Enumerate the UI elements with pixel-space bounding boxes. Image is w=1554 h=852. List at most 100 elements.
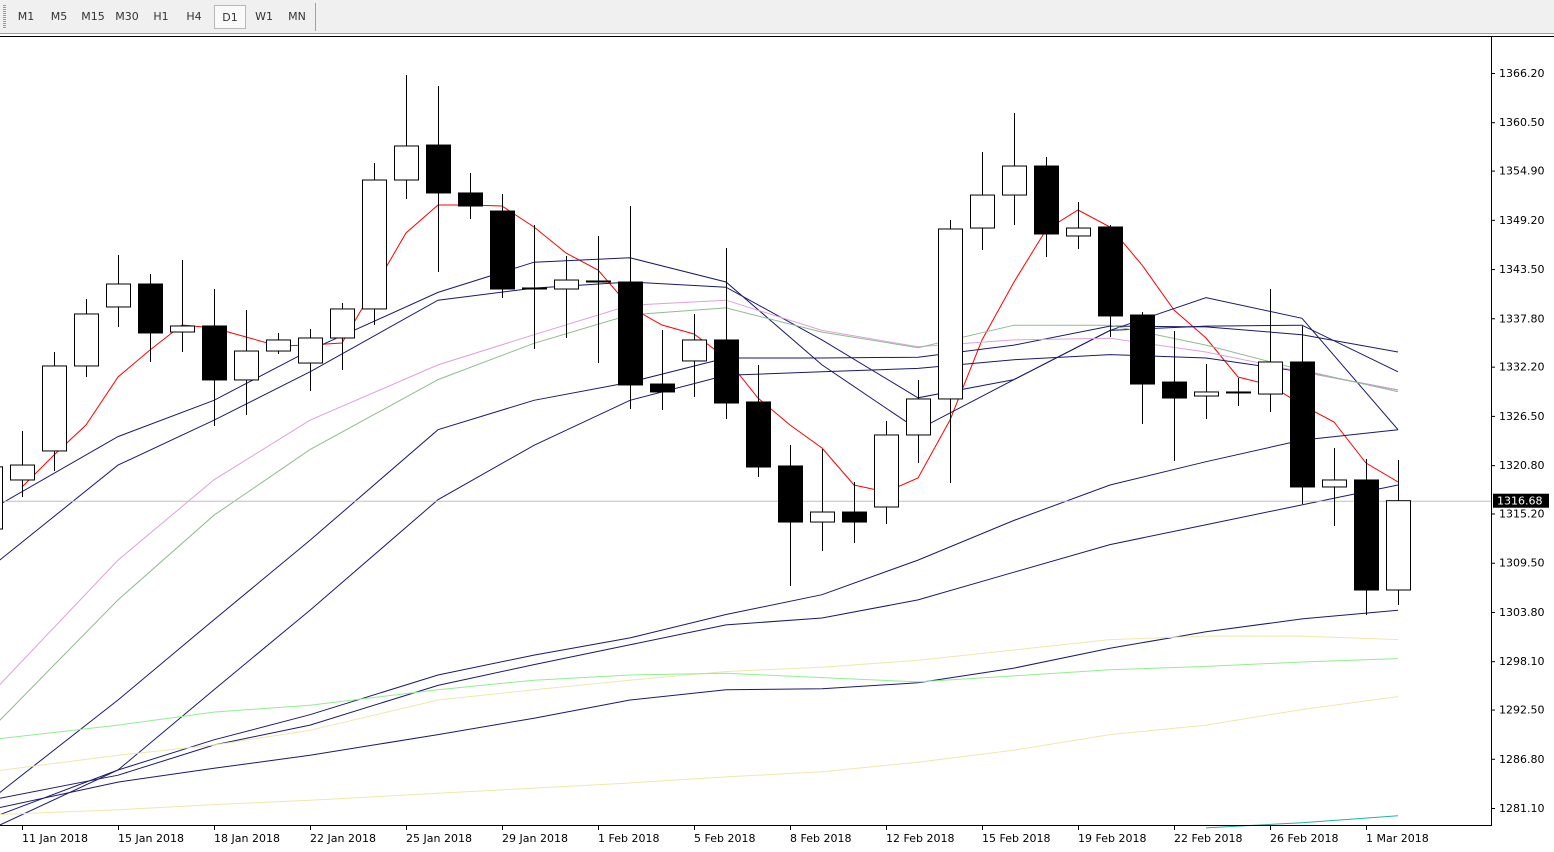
candle	[1130, 311, 1155, 425]
time-tick-label: 8 Feb 2018	[790, 832, 851, 845]
time-tick-label: 25 Jan 2018	[406, 832, 472, 845]
bear-candle-body	[1290, 361, 1315, 488]
bull-candle-body	[554, 279, 579, 290]
bull-candle-body	[1194, 391, 1219, 397]
indicator-line-7	[0, 429, 1399, 816]
timeframe-button-h4[interactable]: H4	[186, 10, 202, 23]
price-tick-label: 1298.10	[1499, 655, 1545, 668]
bull-candle-body	[42, 365, 67, 452]
time-tick-label: 26 Feb 2018	[1270, 832, 1338, 845]
candle	[266, 332, 291, 354]
bull-candle-body	[266, 339, 291, 352]
candle	[298, 329, 323, 392]
price-tick-label: 1286.80	[1499, 753, 1545, 766]
timeframe-button-m5[interactable]: M5	[50, 10, 68, 23]
bull-candle-body	[874, 434, 899, 508]
candle	[394, 74, 419, 200]
bear-candle-body	[522, 287, 547, 290]
timeframe-button-m15[interactable]: M15	[81, 10, 105, 23]
candle	[1098, 225, 1123, 338]
time-tick-label: 18 Jan 2018	[214, 832, 280, 845]
price-tick-label: 1315.20	[1499, 507, 1545, 520]
time-tick-label: 11 Jan 2018	[22, 832, 88, 845]
candle	[106, 254, 131, 328]
candle	[1002, 112, 1027, 226]
bull-candle-body	[906, 398, 931, 436]
candle	[1290, 325, 1315, 504]
time-tick-label: 29 Jan 2018	[502, 832, 568, 845]
candle	[874, 420, 899, 525]
indicator-line-8	[0, 484, 1399, 799]
chart-background	[0, 34, 1554, 852]
candle	[490, 194, 515, 298]
candle	[330, 303, 355, 371]
current-price-label: 1316.68	[1493, 493, 1549, 508]
candle	[522, 225, 547, 350]
candle	[1034, 157, 1059, 257]
bear-candle-body	[202, 325, 227, 381]
price-tick-label: 1320.80	[1499, 459, 1545, 472]
candle	[1066, 202, 1091, 250]
price-axis[interactable]: 1366.20 1360.50 1354.90 1349.20 1343.50 1337.…	[1491, 67, 1545, 815]
price-tick-label: 1343.50	[1499, 263, 1545, 276]
candle	[970, 152, 995, 250]
price-tick-label: 1332.20	[1499, 361, 1545, 374]
timeframe-button-mn[interactable]: MN	[288, 10, 306, 23]
bull-candle-body	[938, 228, 963, 400]
price-tick-label: 1354.90	[1499, 165, 1545, 178]
candle	[234, 309, 259, 416]
price-chart[interactable]: 1366.20 1360.50 1354.90 1349.20 1343.50 1337.…	[0, 34, 1554, 852]
timeframe-button-m30[interactable]: M30	[115, 10, 139, 23]
bear-candle-body	[650, 383, 675, 393]
price-tick-label: 1292.50	[1499, 704, 1545, 717]
bull-candle-body	[170, 325, 195, 333]
timeframe-button-h1[interactable]: H1	[153, 10, 169, 23]
toolbar-grip-handle[interactable]	[3, 5, 6, 29]
bear-candle-body	[490, 210, 515, 290]
candles	[0, 74, 1411, 615]
candle	[650, 330, 675, 411]
candle	[1354, 458, 1379, 615]
candle	[1194, 363, 1219, 419]
candle	[138, 273, 163, 362]
bear-candle-body	[586, 280, 611, 283]
bull-candle-body	[330, 308, 355, 339]
price-tick-label: 1337.80	[1499, 312, 1545, 325]
candle	[74, 299, 99, 378]
candle	[458, 173, 483, 219]
time-tick-label: 19 Feb 2018	[1078, 832, 1146, 845]
bull-candle-body	[0, 466, 3, 530]
candle	[682, 313, 707, 397]
time-tick-label: 1 Mar 2018	[1366, 832, 1429, 845]
time-axis[interactable]: 11 Jan 2018 15 Jan 2018 18 Jan 2018 22 Jan …	[22, 825, 1429, 845]
price-tick-label: 1303.80	[1499, 606, 1545, 619]
bear-candle-body	[778, 465, 803, 523]
time-tick-label: 5 Feb 2018	[694, 832, 755, 845]
timeframe-button-w1[interactable]: W1	[255, 10, 273, 23]
bull-candle-body	[1066, 227, 1091, 237]
candle	[170, 259, 195, 352]
candle	[202, 289, 227, 426]
bull-candle-body	[682, 339, 707, 362]
candle	[586, 235, 611, 364]
candle	[0, 466, 3, 530]
bear-candle-body	[618, 281, 643, 386]
candle	[1162, 330, 1187, 461]
time-tick-label: 1 Feb 2018	[598, 832, 659, 845]
indicator-line-11	[0, 658, 1399, 740]
candle	[618, 206, 643, 409]
timeframe-button-m1[interactable]: M1	[17, 10, 35, 23]
indicator-line-0	[21, 204, 1399, 493]
bear-candle-body	[1354, 479, 1379, 591]
time-tick-label: 22 Feb 2018	[1174, 832, 1242, 845]
chart-frame	[0, 36, 1554, 826]
time-tick-label: 15 Feb 2018	[982, 832, 1050, 845]
timeframe-button-d1[interactable]: D1	[214, 5, 246, 29]
candle	[1322, 448, 1347, 527]
bull-candle-body	[1258, 361, 1283, 395]
timeframe-toolbar: M1 M5 M15 M30 H1 H4 D1 W1 MN	[0, 0, 1554, 34]
time-tick-label: 22 Jan 2018	[310, 832, 376, 845]
time-tick-label: 15 Jan 2018	[118, 832, 184, 845]
price-tick-label: 1349.20	[1499, 214, 1545, 227]
candle	[906, 379, 931, 463]
